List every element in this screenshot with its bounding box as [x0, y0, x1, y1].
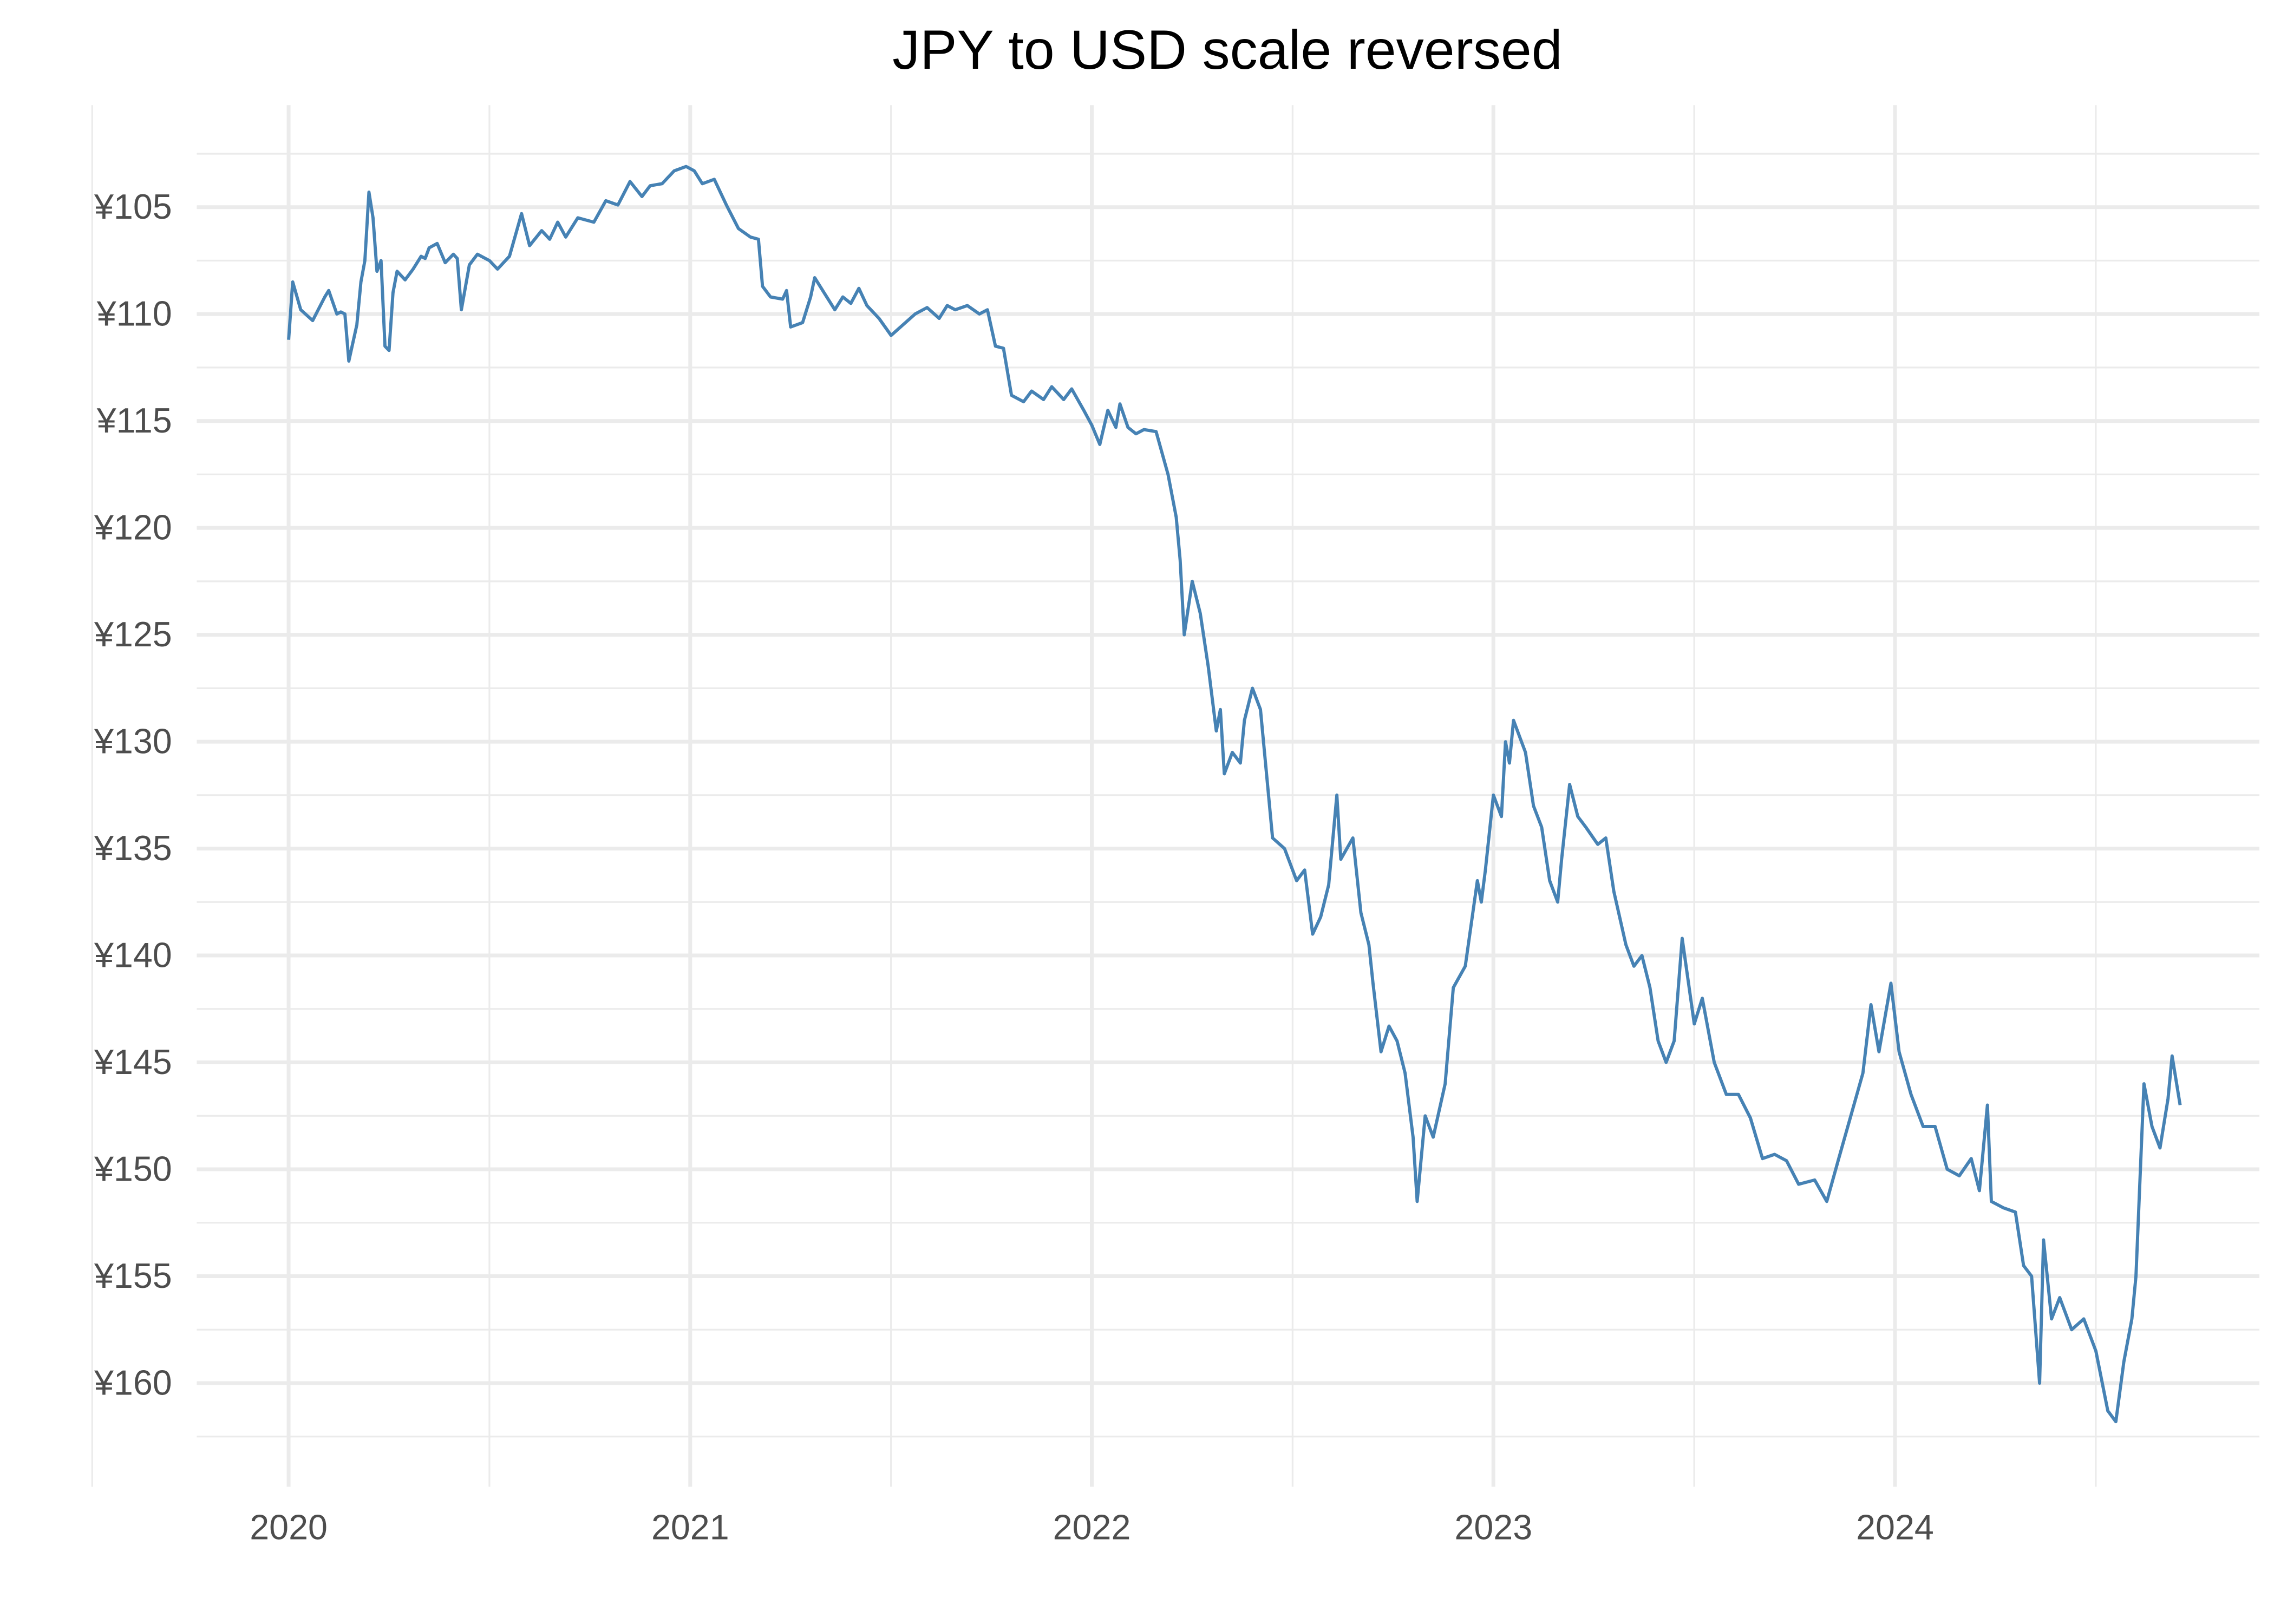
y-tick-label: ¥155 [94, 1256, 172, 1295]
y-axis-tick-labels: ¥105 ¥110 ¥115 ¥120 ¥125 ¥130 ¥135 ¥140 ¥145 ¥150… [94, 187, 172, 1402]
y-tick-label: ¥120 [94, 508, 172, 547]
y-tick-label: ¥145 [94, 1043, 172, 1082]
series-line-jpy-usd [287, 165, 2182, 1424]
y-tick-label: ¥130 [94, 722, 172, 761]
x-axis-tick-labels: 2020 2021 2022 2023 2024 [250, 1508, 1934, 1547]
y-tick-label: ¥110 [96, 294, 172, 333]
x-tick-label: 2020 [250, 1508, 328, 1547]
y-tick-label: ¥160 [94, 1364, 172, 1403]
x-tick-label: 2022 [1053, 1508, 1131, 1547]
x-tick-label: 2023 [1454, 1508, 1532, 1547]
chart-title: JPY to USD scale reversed [892, 18, 1563, 81]
x-tick-label: 2024 [1856, 1508, 1934, 1547]
y-tick-label: ¥115 [96, 401, 172, 440]
y-tick-label: ¥105 [94, 187, 172, 226]
y-tick-label: ¥135 [94, 829, 172, 868]
x-tick-label: 2021 [651, 1508, 729, 1547]
gridlines [91, 105, 2260, 1487]
y-tick-label: ¥150 [94, 1150, 172, 1189]
y-tick-label: ¥125 [94, 615, 172, 654]
y-tick-label: ¥140 [94, 936, 172, 975]
